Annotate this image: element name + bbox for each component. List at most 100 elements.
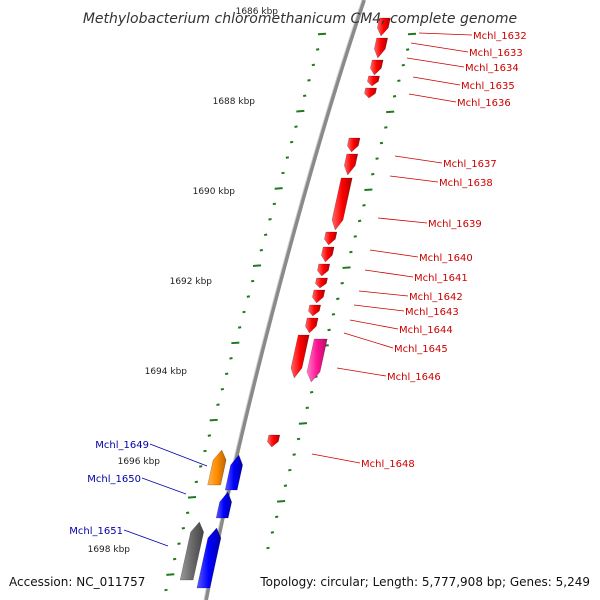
forward-gene-arrow (324, 231, 338, 246)
inner-ring-tick (274, 187, 283, 190)
inner-ring-tick (272, 202, 277, 206)
inner-ring-tick (252, 264, 262, 267)
forward-gene-arrow (377, 17, 391, 37)
leader-line (377, 217, 428, 224)
inner-ring-tick (237, 326, 242, 329)
outer-ring-tick (371, 172, 375, 176)
inner-ring-tick (187, 496, 197, 499)
inner-ring-tick (203, 449, 207, 453)
forward-gene-label: Mchl_1644 (399, 325, 453, 336)
inner-ring-tick (164, 588, 168, 592)
inner-ring-tick (220, 387, 225, 391)
forward-gene-label: Mchl_1639 (428, 219, 482, 230)
outer-ring-tick (342, 266, 351, 269)
outer-ring-tick (401, 63, 405, 67)
leader-line (412, 76, 461, 86)
reverse-gene-label: Mchl_1650 (87, 474, 141, 485)
forward-gene-arrow (347, 137, 361, 153)
inner-ring-tick (172, 557, 177, 561)
forward-gene-label: Mchl_1646 (387, 372, 441, 383)
inner-ring-tick (289, 140, 294, 144)
genome-backbone (204, 0, 366, 600)
leader-line (389, 175, 439, 183)
forward-gene-arrow (315, 277, 328, 289)
tick-marks (164, 32, 417, 592)
inner-ring-tick (216, 403, 220, 406)
outer-ring-tick (296, 437, 301, 441)
inner-ring-tick (246, 295, 251, 298)
reverse-gene-label: Mchl_1651 (69, 526, 123, 537)
page-title: Methylobacterium chloromethanicum CM4, c… (83, 11, 517, 27)
gene-labels: Mchl_1632 Mchl_1633 Mchl_1634 Mchl_1635 Mchl… (69, 31, 526, 537)
outer-ring-tick (392, 95, 397, 98)
outer-ring-tick (397, 79, 401, 83)
leader-line (123, 529, 169, 547)
outer-ring-tick (331, 313, 336, 316)
forward-gene-label: Mchl_1636 (457, 98, 511, 109)
inner-ring-tick (311, 63, 316, 67)
inner-ring-tick (242, 310, 246, 314)
forward-gene-arrow (367, 75, 380, 87)
inner-ring-tick (281, 171, 285, 175)
inner-ring-tick (194, 480, 199, 484)
inner-ring-tick (307, 79, 311, 82)
outer-ring-tick (375, 157, 379, 160)
highlighted-gene-arrow (306, 338, 328, 383)
leader-line (364, 269, 414, 278)
leader-line (369, 249, 419, 258)
kbp-scale-labels: 1686 kbp 1688 kbp 1690 kbp 1692 kbp 1694 kbp… (88, 7, 279, 555)
forward-gene-label: Mchl_1640 (419, 253, 473, 264)
leader-line (336, 367, 387, 377)
inner-ring-tick (315, 48, 320, 51)
kbp-label: 1690 kbp (193, 187, 236, 197)
kbp-label: 1694 kbp (145, 367, 188, 377)
inner-ring-tick (185, 511, 190, 515)
outer-ring-tick (353, 235, 357, 238)
outer-ring-tick (362, 204, 366, 207)
forward-gene-arrow (305, 317, 319, 334)
outer-ring-tick (266, 546, 270, 550)
inner-ring-tick (207, 434, 212, 437)
reverse-gene-arrow (196, 527, 222, 589)
outer-ring-tick (336, 297, 340, 301)
reverse-gene-arrow (215, 491, 232, 519)
inner-ring-tick (166, 573, 175, 576)
reverse-gene-label: Mchl_1649 (95, 440, 149, 451)
outer-ring-tick (407, 32, 417, 36)
outer-ring-tick (283, 484, 288, 487)
kbp-label: 1688 kbp (213, 97, 256, 107)
inner-ring-tick (259, 248, 264, 252)
forward-gene-label: Mchl_1634 (465, 63, 519, 74)
reverse-gene-arrow (224, 454, 243, 491)
forward-gene-label: Mchl_1643 (405, 307, 459, 318)
forward-gene-arrow (364, 87, 377, 99)
forward-gene-label: Mchl_1637 (443, 159, 497, 170)
inner-ring-tick (302, 94, 307, 98)
kbp-label: 1692 kbp (170, 277, 213, 287)
leader-line (349, 319, 399, 330)
forward-gene-arrow (331, 177, 353, 231)
forward-gene-arrow (344, 153, 359, 176)
inner-ring-tick (181, 526, 186, 530)
outer-ring-tick (275, 515, 279, 519)
outer-ring-tick (298, 422, 307, 425)
inner-ring-tick (231, 341, 240, 345)
gray-gene-arrow (179, 521, 204, 581)
inner-ring-tick (317, 32, 327, 36)
leader-line (141, 477, 187, 495)
kbp-label: 1698 kbp (88, 545, 131, 555)
forward-gene-arrow (290, 334, 310, 379)
outer-ring-tick (277, 499, 286, 503)
leader-line (358, 290, 409, 297)
leader-line (311, 453, 361, 464)
inner-ring-tick (177, 542, 181, 545)
forward-gene-label: Mchl_1645 (394, 344, 448, 355)
kbp-label: 1696 kbp (118, 457, 161, 467)
leader-line (406, 57, 465, 68)
forward-gene-arrow (321, 246, 335, 263)
outer-ring-tick (386, 110, 395, 114)
outer-ring-tick (340, 281, 344, 285)
gene-features (179, 17, 391, 589)
